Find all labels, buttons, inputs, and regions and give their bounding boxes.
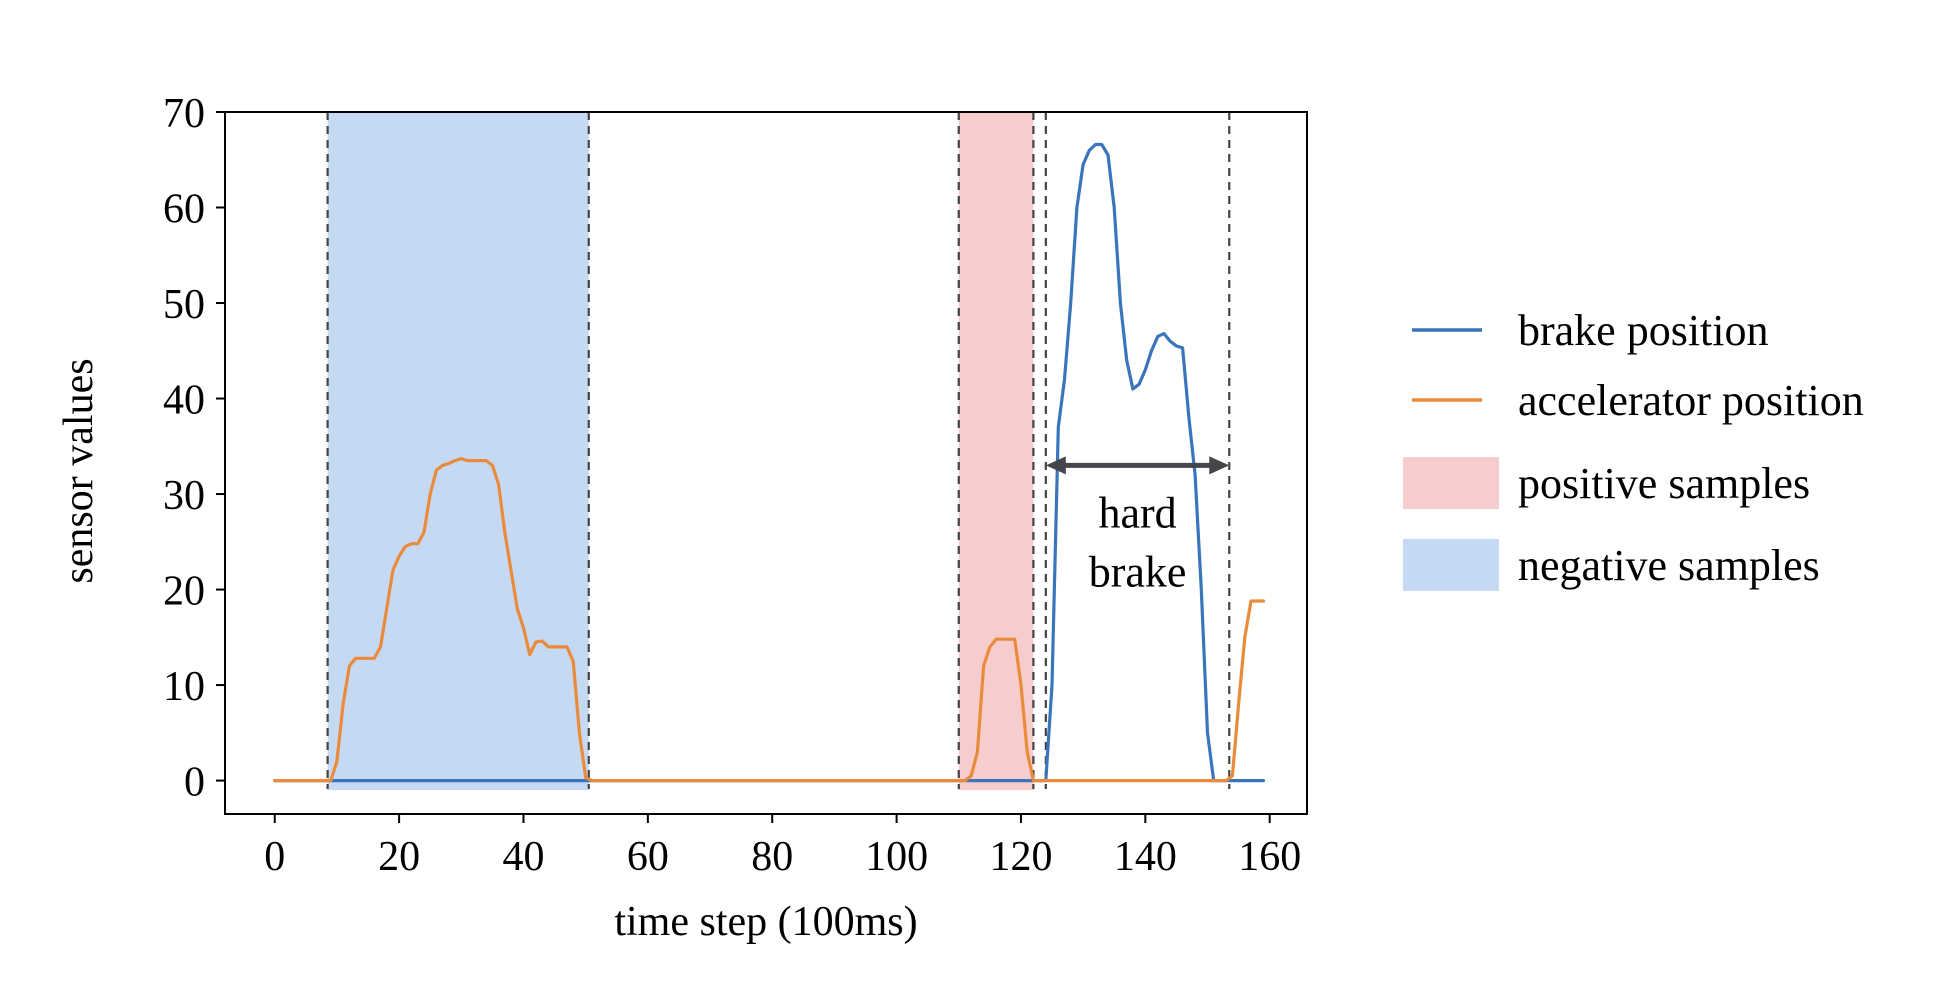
annotations: hard brake <box>1045 456 1230 596</box>
annotation-arrowhead-right <box>1209 456 1230 475</box>
shaded-region-negative-samples <box>327 112 589 791</box>
annotation-arrowhead-left <box>1045 456 1066 475</box>
dashed-lines <box>326 112 1231 789</box>
legend-item-accelerator-position: accelerator position <box>1412 376 1864 425</box>
x-axis: 0 20 40 60 80 100 120 140 160 <box>264 814 1301 880</box>
y-tick-label: 50 <box>163 282 205 328</box>
legend-label: negative samples <box>1518 541 1820 590</box>
legend-swatch-patch <box>1403 539 1499 591</box>
y-axis-label: sensor values <box>56 358 102 583</box>
annotation-text: brake <box>1089 547 1187 596</box>
x-axis-label: time step (100ms) <box>614 899 917 945</box>
legend-label: brake position <box>1518 306 1769 355</box>
x-tick-label: 20 <box>378 834 420 880</box>
plot-frame <box>224 111 1308 815</box>
legend-item-brake-position: brake position <box>1412 306 1769 355</box>
y-tick-label: 20 <box>163 569 205 615</box>
legend: brake position accelerator position positi… <box>1403 306 1864 591</box>
legend-label: accelerator position <box>1518 376 1864 425</box>
annotation-text: hard <box>1098 488 1176 537</box>
x-tick-label: 40 <box>502 834 544 880</box>
x-tick-label: 60 <box>627 834 669 880</box>
legend-item-positive-samples: positive samples <box>1403 457 1810 509</box>
y-tick-label: 10 <box>163 664 205 710</box>
y-tick-label: 30 <box>163 473 205 519</box>
legend-item-negative-samples: negative samples <box>1403 539 1820 591</box>
y-tick-label: 60 <box>163 187 205 233</box>
x-tick-label: 100 <box>865 834 928 880</box>
y-axis: 0 10 20 30 40 50 60 70 <box>163 91 225 806</box>
x-tick-label: 80 <box>751 834 793 880</box>
x-tick-label: 160 <box>1238 834 1301 880</box>
legend-swatch-patch <box>1403 457 1499 509</box>
x-tick-label: 120 <box>989 834 1052 880</box>
y-tick-label: 40 <box>163 378 205 424</box>
legend-label: positive samples <box>1518 459 1810 508</box>
series-line-accelerator-position <box>273 457 1266 783</box>
y-tick-label: 70 <box>163 91 205 137</box>
x-tick-label: 0 <box>264 834 285 880</box>
series-lines <box>273 142 1266 783</box>
y-tick-label: 0 <box>184 760 205 806</box>
shaded-regions <box>327 112 1034 791</box>
x-tick-label: 140 <box>1114 834 1177 880</box>
